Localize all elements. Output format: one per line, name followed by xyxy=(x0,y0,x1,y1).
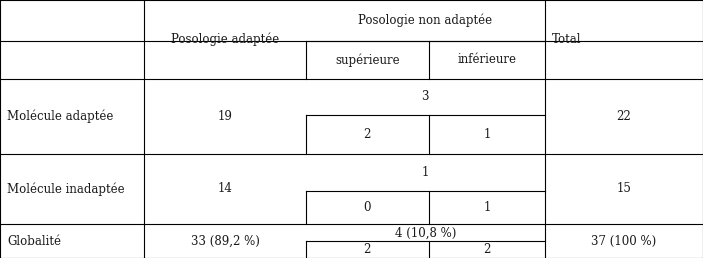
Text: 19: 19 xyxy=(217,110,233,123)
Text: Globalité: Globalité xyxy=(7,235,61,248)
Text: 4 (10,8 %): 4 (10,8 %) xyxy=(394,226,456,239)
Text: Molécule inadaptée: Molécule inadaptée xyxy=(7,182,124,196)
Text: Total: Total xyxy=(552,33,581,46)
Text: inférieure: inférieure xyxy=(458,53,516,67)
Text: Molécule adaptée: Molécule adaptée xyxy=(7,109,113,123)
Text: 22: 22 xyxy=(617,110,631,123)
Text: 3: 3 xyxy=(422,90,429,103)
Text: Posologie adaptée: Posologie adaptée xyxy=(171,33,279,46)
Text: 1: 1 xyxy=(483,201,491,214)
Text: supérieure: supérieure xyxy=(335,53,399,67)
Text: 14: 14 xyxy=(217,182,233,196)
Text: 33 (89,2 %): 33 (89,2 %) xyxy=(191,235,259,248)
Text: 0: 0 xyxy=(363,201,371,214)
Text: Posologie non adaptée: Posologie non adaptée xyxy=(359,14,492,27)
Text: 2: 2 xyxy=(363,128,371,141)
Text: 2: 2 xyxy=(483,243,491,256)
Text: 15: 15 xyxy=(617,182,631,196)
Text: 2: 2 xyxy=(363,243,371,256)
Text: 1: 1 xyxy=(422,166,429,179)
Text: 1: 1 xyxy=(483,128,491,141)
Text: 37 (100 %): 37 (100 %) xyxy=(591,235,657,248)
